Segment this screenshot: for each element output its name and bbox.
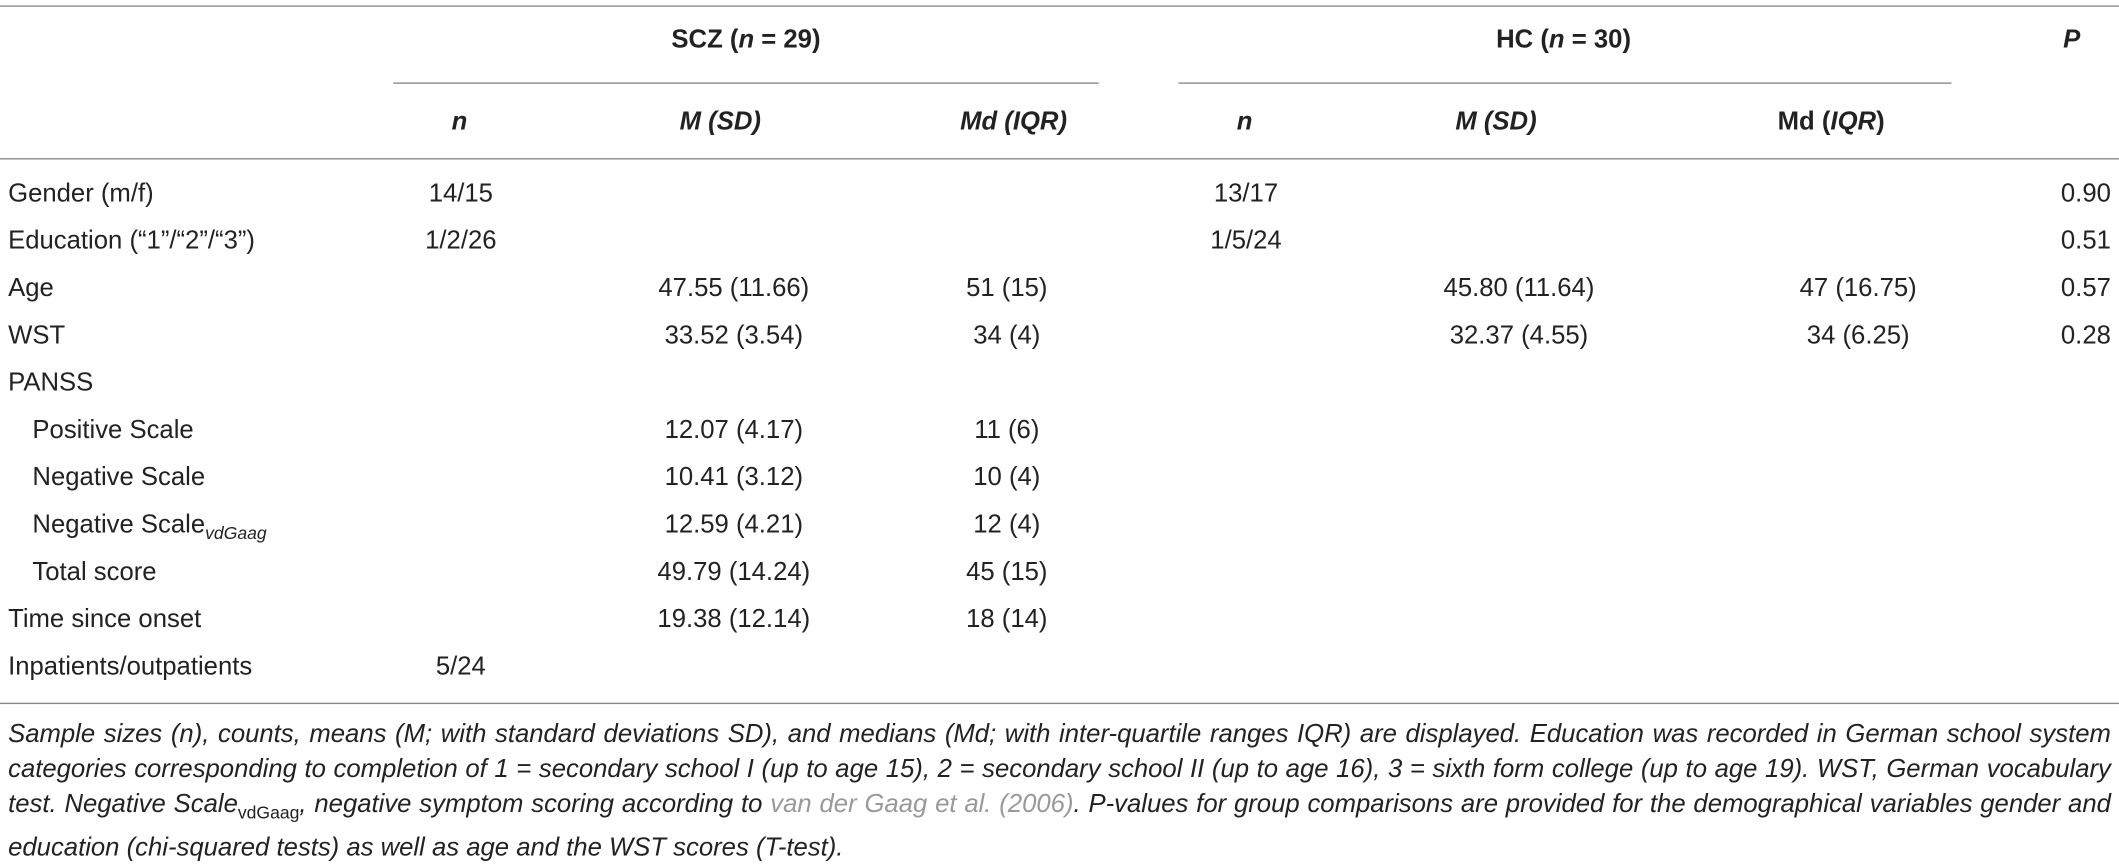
cell: 45.80 (11.64) [1443, 274, 1595, 303]
row-label: Time since onset [8, 605, 201, 635]
header-part: n [1236, 108, 1253, 137]
row-label-sub: vdGaag [205, 522, 267, 543]
cell: 19.38 (12.14) [657, 605, 811, 634]
header-part: SCZ ( [671, 25, 739, 55]
footnote-sub: vdGaag [237, 802, 300, 823]
row-label-text: Total score [32, 558, 157, 587]
cell: 0.57 [2060, 274, 2111, 303]
column-header: Md (IQR) [1778, 108, 1885, 138]
header-part: n [1548, 25, 1565, 55]
cell: 0.90 [2060, 179, 2111, 209]
cell: 32.37 (4.55) [1449, 321, 1589, 351]
cell: 47 (16.75) [1799, 274, 1917, 303]
cell: 47.55 (11.66) [658, 274, 810, 303]
header-part: = 30) [1564, 25, 1632, 55]
header-part: ) [1876, 108, 1885, 137]
row-label-text: Negative Scale [32, 510, 206, 540]
rule [1178, 82, 1952, 84]
header-part: HC ( [1496, 25, 1549, 55]
row-label-text: Gender (m/f) [8, 179, 154, 209]
cell: 49.79 (14.24) [657, 558, 811, 587]
cell: 12.59 (4.21) [664, 510, 804, 540]
cell: 10.41 (3.12) [664, 463, 804, 492]
cell: 34 (6.25) [1806, 321, 1910, 351]
group-header: P [2063, 26, 2080, 56]
row-label-text: WST [8, 321, 66, 351]
cell: 34 (4) [973, 321, 1041, 351]
header-part: P [2063, 25, 2081, 55]
column-header: M (SD) [680, 108, 761, 138]
header-part: M (SD) [679, 108, 761, 137]
group-header: SCZ (n = 29) [671, 26, 820, 56]
row-label: Inpatients/outpatients [8, 653, 252, 683]
rule [0, 5, 2119, 7]
cell: 0.51 [2060, 227, 2111, 256]
cell: 1/5/24 [1210, 227, 1282, 256]
header-part: IQR [1830, 108, 1877, 137]
row-label-text: Negative Scale [32, 463, 206, 492]
header-part: n [451, 108, 468, 137]
cell: 13/17 [1213, 179, 1279, 209]
row-label: Age [8, 274, 54, 304]
cell: 12.07 (4.17) [664, 416, 804, 445]
rule [393, 82, 1099, 84]
row-label: Positive Scale [32, 416, 193, 446]
cell: 0.28 [2060, 321, 2111, 351]
header-part: = 29) [754, 25, 821, 55]
row-label: PANSS [8, 369, 93, 399]
cell: 1/2/26 [425, 227, 497, 256]
rule [0, 158, 2119, 160]
header-part: n [738, 25, 755, 55]
footnote-text: . P-values for group comparisons are pro… [8, 790, 2111, 862]
header-part: Md (IQR) [960, 108, 1068, 137]
row-label: Total score [32, 558, 156, 588]
cell: 10 (4) [973, 463, 1041, 492]
row-label-text: Time since onset [8, 605, 202, 634]
row-label-text: PANSS [8, 368, 94, 398]
cell: 18 (14) [966, 605, 1048, 634]
row-label-text: Positive Scale [32, 416, 194, 445]
footnote-text: , negative symptom scoring according to [299, 790, 771, 819]
cell: 33.52 (3.54) [664, 321, 804, 351]
footnote-text: Sample sizes (n), counts, means (M; with… [8, 720, 2111, 819]
row-label: WST [8, 322, 65, 352]
row-label: Education (“1”/“2”/“3”) [8, 227, 255, 257]
cell: 11 (6) [974, 416, 1040, 445]
header-part: Md ( [1777, 108, 1831, 137]
column-header: M (SD) [1455, 108, 1536, 138]
row-label-text: Inpatients/outpatients [8, 652, 253, 682]
rule [0, 702, 2119, 705]
footnote: Sample sizes (n), counts, means (M; with… [8, 718, 2111, 866]
row-label: Negative ScalevdGaag [32, 511, 266, 549]
row-label-text: Age [8, 274, 54, 303]
row-label: Gender (m/f) [8, 180, 154, 210]
row-label: Negative Scale [32, 464, 205, 494]
header-part: M (SD) [1455, 108, 1537, 137]
row-label-text: Education (“1”/“2”/“3”) [8, 227, 255, 256]
cell: 12 (4) [973, 510, 1041, 540]
cell: 14/15 [428, 179, 493, 209]
column-header: n [1237, 108, 1253, 138]
cell: 51 (15) [966, 274, 1048, 303]
column-header: n [452, 108, 468, 138]
citation-link[interactable]: van der Gaag et al. (2006) [770, 790, 1074, 819]
cell: 45 (15) [966, 558, 1048, 587]
cell: 5/24 [435, 652, 486, 682]
column-header: Md (IQR) [960, 108, 1067, 138]
group-header: HC (n = 30) [1496, 26, 1631, 56]
